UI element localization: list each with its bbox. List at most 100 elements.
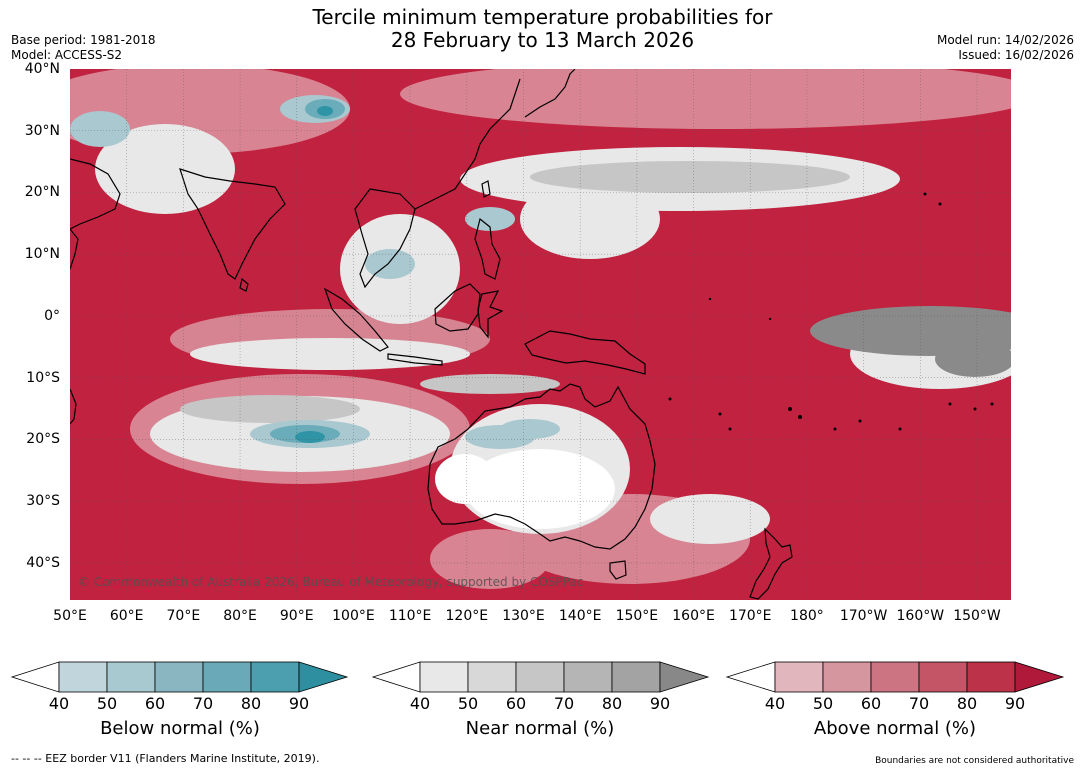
longitude-label: 170°E xyxy=(728,608,772,624)
colorbar-segment xyxy=(467,661,517,693)
longitude-label: 70°E xyxy=(166,608,201,624)
latitude-label: 20°S xyxy=(26,431,60,448)
colorbar-tick-label: 40 xyxy=(764,694,786,713)
latitude-label: 40°S xyxy=(26,554,60,571)
probability-map: © Commonwealth of Australia 2026, Bureau… xyxy=(70,69,1011,600)
colorbar-above-normal xyxy=(725,661,1065,693)
copyright-text: © Commonwealth of Australia 2026, Bureau… xyxy=(78,575,584,589)
colorbar-upper-extension xyxy=(659,661,710,693)
map-title-line-1: Tercile minimum temperature probabilitie… xyxy=(312,5,773,29)
australia-coastline xyxy=(427,383,656,550)
colorbar-segment xyxy=(918,661,968,693)
model-run-label: Model run: 14/02/2026 xyxy=(936,33,1074,47)
colorbar-segment xyxy=(515,661,565,693)
longitude-label: 80°E xyxy=(223,608,257,624)
below-normal-dark-regions xyxy=(295,106,333,443)
colorbar-tick-label: 50 xyxy=(96,694,118,713)
india-coastline xyxy=(179,168,286,280)
tasmania-coastline xyxy=(609,560,627,580)
australia-near-normal-low xyxy=(435,449,615,529)
colorbar-lower-extension xyxy=(725,661,776,693)
colorbar-tick-label: 60 xyxy=(505,694,527,713)
latitude-label: 20°N xyxy=(24,184,60,201)
colorbar-lower-extension xyxy=(10,661,60,693)
colorbar-tick-label: 60 xyxy=(860,694,882,713)
latitude-label: 10°N xyxy=(24,246,60,263)
colorbar-tick-label: 80 xyxy=(956,694,978,713)
japan-coastline xyxy=(524,69,576,118)
longitude-label: 50°E xyxy=(53,608,87,624)
colorbar-segment xyxy=(419,661,469,693)
madagascar-coastline xyxy=(70,388,77,425)
colorbar-tick-label: 50 xyxy=(812,694,834,713)
colorbar-segment xyxy=(202,661,252,693)
colorbar-title-above: Above normal (%) xyxy=(813,718,977,739)
model-label: Model: ACCESS-S2 xyxy=(11,48,123,62)
colorbar-tick-label: 70 xyxy=(908,694,930,713)
colorbar-tick-label: 90 xyxy=(649,694,671,713)
longitude-label: 150°E xyxy=(615,608,659,624)
sri-lanka-coastline xyxy=(239,277,249,292)
arabia-coastline xyxy=(70,158,121,230)
pacific-islands xyxy=(668,192,994,431)
colorbar-below-normal xyxy=(10,661,349,693)
colorbar-segment xyxy=(870,661,920,693)
near-normal-dark-regions xyxy=(810,306,1011,377)
issued-label: Issued: 16/02/2026 xyxy=(958,48,1074,62)
colorbar-segment xyxy=(563,661,613,693)
new-zealand-coastline xyxy=(749,527,793,600)
colorbar-tick-label: 40 xyxy=(409,694,431,713)
longitude-label: 160°E xyxy=(672,608,715,624)
colorbar-segment xyxy=(250,661,300,693)
java-coastline xyxy=(387,353,443,366)
new-guinea-coastline xyxy=(524,330,646,375)
taiwan-coastline xyxy=(481,180,491,198)
colorbar-upper-extension xyxy=(1014,661,1065,693)
colorbar-segment xyxy=(966,661,1016,693)
colorbar-segment xyxy=(58,661,108,693)
latitude-label: 0° xyxy=(44,307,60,324)
longitude-label: 120°E xyxy=(445,608,489,624)
longitude-label: 140°E xyxy=(558,608,602,624)
colorbar-tick-label: 70 xyxy=(553,694,575,713)
longitude-label: 130°E xyxy=(502,608,545,624)
africa-coastline xyxy=(70,228,79,270)
coastlines xyxy=(70,69,793,600)
colorbar-segment xyxy=(774,661,824,693)
latitude-label: 30°N xyxy=(24,122,60,139)
colorbar-tick-label: 60 xyxy=(144,694,166,713)
map-canvas xyxy=(70,69,1011,600)
colorbar-tick-label: 40 xyxy=(48,694,70,713)
latitude-label: 40°N xyxy=(24,61,60,77)
graticule xyxy=(70,69,1011,600)
colorbar-tick-label: 80 xyxy=(240,694,262,713)
colorbar-tick-label: 90 xyxy=(288,694,310,713)
longitude-label: 160°W xyxy=(896,608,945,624)
longitude-label: 110°E xyxy=(388,608,432,624)
colorbar-title-below: Below normal (%) xyxy=(100,718,260,739)
colorbar-tick-label: 70 xyxy=(192,694,214,713)
colorbar-segment xyxy=(154,661,204,693)
map-title-line-2: 28 February to 13 March 2026 xyxy=(390,28,695,52)
colorbar-upper-extension xyxy=(298,661,349,693)
latitude-label: 10°S xyxy=(26,369,60,386)
colorbar-tick-label: 90 xyxy=(1004,694,1026,713)
colorbar-lower-extension xyxy=(371,661,421,693)
longitude-label: 170°W xyxy=(839,608,888,624)
boundary-disclaimer: Boundaries are not considered authoritat… xyxy=(875,756,1074,766)
colorbars xyxy=(10,661,1065,693)
philippines-coastline xyxy=(474,217,501,280)
base-period-label: Base period: 1981-2018 xyxy=(11,33,156,47)
colorbar-title-near: Near normal (%) xyxy=(465,718,615,739)
map-frame xyxy=(70,69,1011,600)
longitude-label: 100°E xyxy=(332,608,375,624)
eez-border-note: -- -- -- EEZ border V11 (Flanders Marine… xyxy=(11,752,320,765)
colorbar-segment xyxy=(106,661,156,693)
colorbar-tick-label: 80 xyxy=(601,694,623,713)
colorbar-segment xyxy=(822,661,872,693)
colorbar-near-normal xyxy=(371,661,710,693)
colorbar-segment xyxy=(611,661,661,693)
longitude-label: 60°E xyxy=(109,608,144,624)
longitude-label: 150°W xyxy=(953,608,1001,624)
longitude-label: 180° xyxy=(790,608,824,624)
